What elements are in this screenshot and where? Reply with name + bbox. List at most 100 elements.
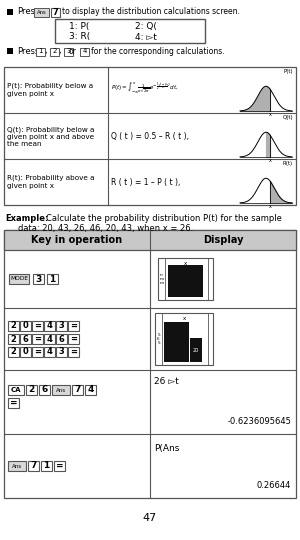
Text: the mean: the mean [7, 141, 41, 147]
Text: 1: 1 [44, 462, 50, 470]
Text: 7: 7 [52, 8, 59, 17]
Text: =: = [70, 321, 77, 330]
Bar [68, 347, 79, 357]
Text: 3: 3 [66, 48, 71, 54]
Text: Q(t): Probability below a: Q(t): Probability below a [7, 127, 94, 133]
Bar [20, 321, 31, 331]
Bar [56, 321, 67, 331]
Bar [41, 461, 52, 471]
Text: 3: 3 [58, 348, 64, 356]
Text: 26 ▻t: 26 ▻t [154, 377, 179, 387]
Bar [56, 334, 67, 344]
Bar [34, 8, 49, 17]
Text: R(t): R(t) [283, 161, 293, 166]
Bar [39, 385, 50, 395]
Bar [52, 385, 70, 395]
Bar [32, 334, 43, 344]
Text: x: x [268, 112, 272, 118]
Text: for the corresponding calculations.: for the corresponding calculations. [91, 46, 225, 56]
Bar [68, 334, 79, 344]
Text: P(t): Probability below a: P(t): Probability below a [7, 83, 93, 89]
Bar [56, 347, 67, 357]
Bar [7, 48, 13, 54]
Text: n
m
m: n m m [159, 273, 164, 285]
Text: 20: 20 [193, 348, 199, 353]
Bar [9, 274, 29, 284]
Text: given point x and above: given point x and above [7, 134, 94, 140]
Text: ,: , [59, 46, 61, 56]
Bar [8, 398, 19, 408]
Text: 2: 2 [11, 321, 16, 330]
Bar [44, 347, 55, 357]
Bar [8, 321, 19, 331]
Text: 3: 3 [35, 274, 42, 284]
Bar [8, 334, 19, 344]
Text: 4: 4 [82, 48, 87, 54]
Text: given point x: given point x [7, 183, 54, 189]
Bar [32, 347, 43, 357]
Text: 3: R(: 3: R( [69, 32, 90, 42]
Bar [8, 461, 26, 471]
Text: Display: Display [203, 235, 243, 245]
Text: 4: 4 [46, 348, 52, 356]
Text: 4: 4 [46, 321, 52, 330]
Bar [72, 385, 83, 395]
Text: Example:: Example: [5, 214, 48, 223]
Text: MODE: MODE [10, 276, 28, 281]
Text: =: = [34, 348, 41, 356]
Text: Ans: Ans [37, 10, 46, 15]
Text: 4: 4 [87, 386, 94, 395]
Bar [26, 385, 37, 395]
Text: 2: 2 [11, 334, 16, 343]
Text: 6: 6 [58, 334, 64, 343]
Bar [36, 48, 45, 56]
Text: 1: 1 [50, 274, 56, 284]
Text: x: x [268, 159, 272, 164]
Bar [158, 258, 213, 300]
Text: Press: Press [17, 8, 39, 17]
Text: =: = [56, 462, 63, 470]
Bar [51, 8, 60, 17]
Text: Ans: Ans [12, 463, 22, 469]
Text: =: = [10, 399, 17, 408]
Bar [68, 321, 79, 331]
Bar [55, 19, 205, 43]
Bar [28, 461, 39, 471]
Text: Press: Press [17, 46, 39, 56]
Text: 4: ▻t: 4: ▻t [135, 32, 157, 42]
Bar [4, 67, 296, 205]
Text: R(t): Probability above a: R(t): Probability above a [7, 175, 94, 181]
Text: $P(t)=\int_{-\infty}^{x}\frac{1}{\sigma\sqrt{2\pi}}e^{-\frac{1}{2}(\frac{t-\mu}{: $P(t)=\int_{-\infty}^{x}\frac{1}{\sigma\… [111, 80, 179, 95]
Text: Key in operation: Key in operation [32, 235, 123, 245]
Text: 2: 2 [11, 348, 16, 356]
Text: 2: 2 [28, 386, 34, 395]
Text: =: = [70, 334, 77, 343]
Text: 6: 6 [22, 334, 28, 343]
Text: or: or [69, 46, 77, 56]
Bar [85, 385, 96, 395]
Bar [4, 230, 296, 250]
Bar [155, 313, 213, 365]
Text: ,: , [45, 46, 47, 56]
Text: 4: 4 [46, 334, 52, 343]
Text: 0.26644: 0.26644 [256, 482, 291, 490]
Text: 6: 6 [41, 386, 48, 395]
Text: 47: 47 [143, 513, 157, 523]
Bar [50, 48, 59, 56]
Bar [80, 48, 89, 56]
Text: 1: 1 [38, 48, 43, 54]
Bar [64, 48, 73, 56]
Bar [8, 347, 19, 357]
Text: P(Ans: P(Ans [154, 443, 179, 453]
Bar [20, 347, 31, 357]
Text: given point x: given point x [7, 91, 54, 97]
Text: x: x [268, 205, 272, 210]
Text: R ( t ) = 1 – P ( t ),: R ( t ) = 1 – P ( t ), [111, 178, 180, 186]
Text: P(t): P(t) [284, 69, 293, 74]
Bar [190, 338, 202, 362]
Text: Q ( t ) = 0.5 – R ( t ),: Q ( t ) = 0.5 – R ( t ), [111, 132, 189, 140]
Text: 7: 7 [30, 462, 37, 470]
Text: 2: 2 [52, 48, 57, 54]
Text: Calculate the probability distribution P(t) for the sample: Calculate the probability distribution P… [46, 214, 282, 223]
Bar [164, 322, 189, 362]
